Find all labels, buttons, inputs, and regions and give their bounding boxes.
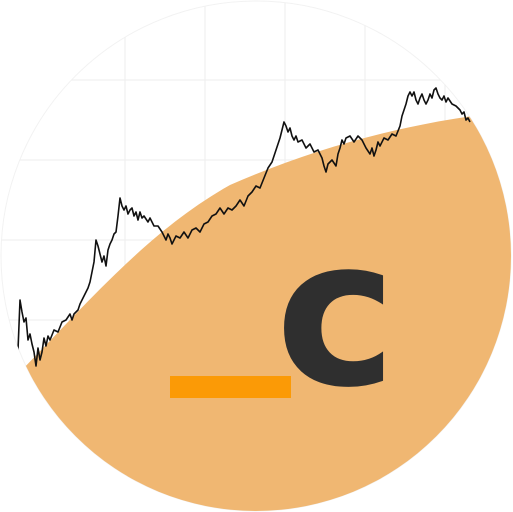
orange-area <box>1 110 511 511</box>
underscore-bar <box>170 376 291 398</box>
price-chart-line <box>17 87 471 367</box>
letter-c: c <box>275 195 397 433</box>
